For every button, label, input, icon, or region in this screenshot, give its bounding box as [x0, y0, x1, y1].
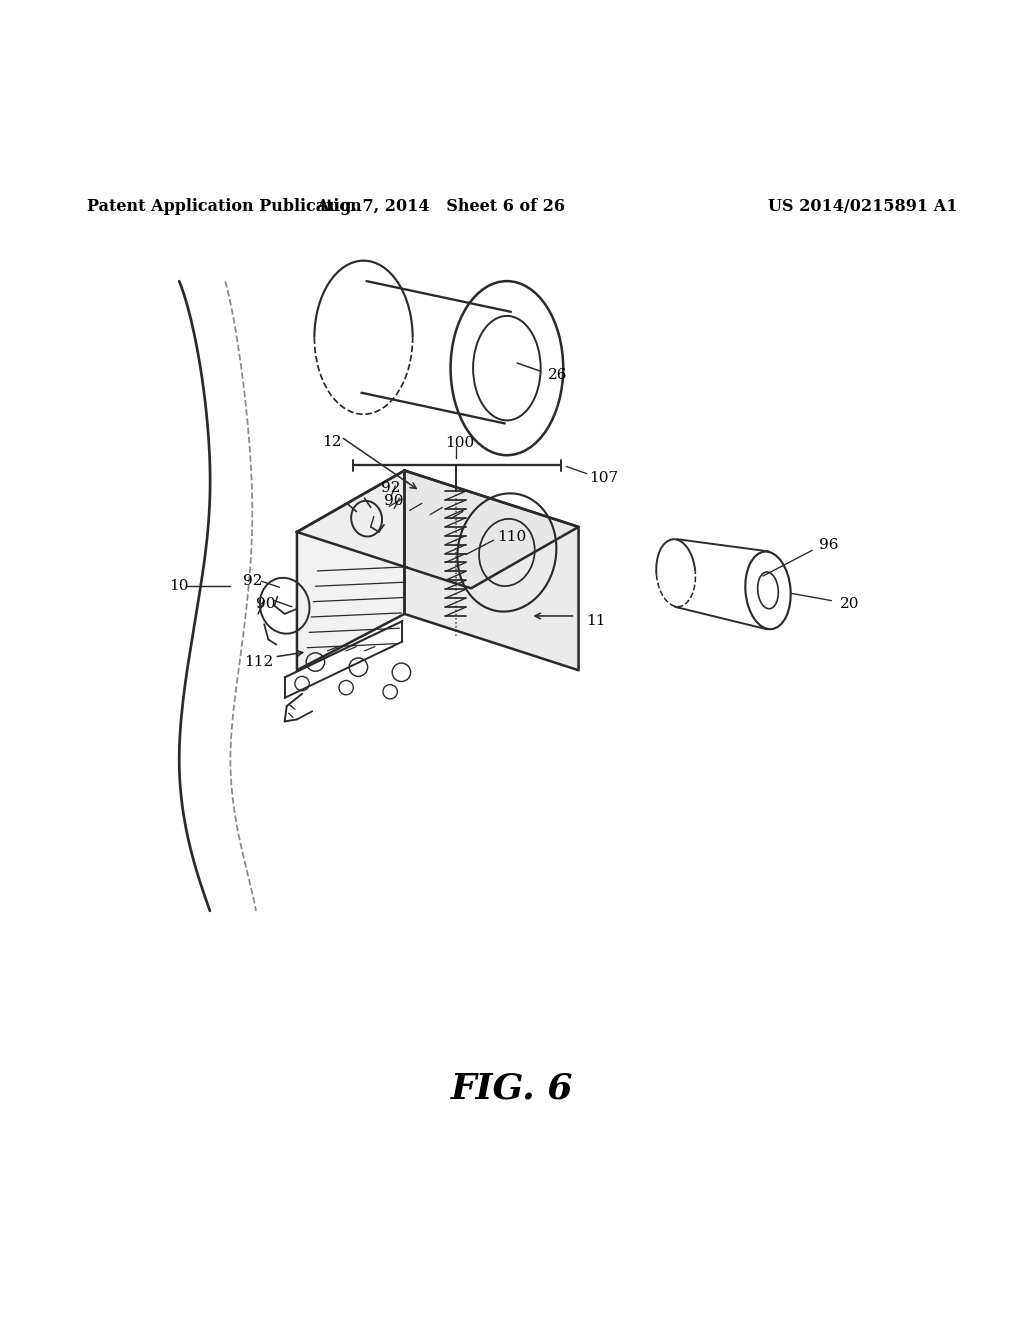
Text: 10: 10	[169, 579, 188, 593]
Polygon shape	[404, 470, 579, 671]
Text: Patent Application Publication: Patent Application Publication	[87, 198, 361, 215]
Polygon shape	[297, 470, 404, 671]
Text: 92: 92	[381, 480, 400, 495]
Text: 96: 96	[819, 539, 839, 552]
Text: 90: 90	[384, 494, 403, 508]
Polygon shape	[297, 470, 579, 589]
Text: 92: 92	[243, 574, 262, 589]
Text: Aug. 7, 2014   Sheet 6 of 26: Aug. 7, 2014 Sheet 6 of 26	[315, 198, 565, 215]
Text: 107: 107	[589, 471, 617, 484]
Text: 12: 12	[323, 434, 342, 449]
Text: FIG. 6: FIG. 6	[451, 1071, 573, 1105]
Text: 26: 26	[548, 368, 567, 383]
Text: 90: 90	[256, 597, 275, 611]
Text: 112: 112	[244, 655, 273, 669]
Text: US 2014/0215891 A1: US 2014/0215891 A1	[768, 198, 957, 215]
Text: 11: 11	[586, 614, 605, 628]
Text: 100: 100	[445, 436, 475, 450]
Text: 20: 20	[840, 597, 859, 611]
Text: 110: 110	[497, 531, 526, 544]
